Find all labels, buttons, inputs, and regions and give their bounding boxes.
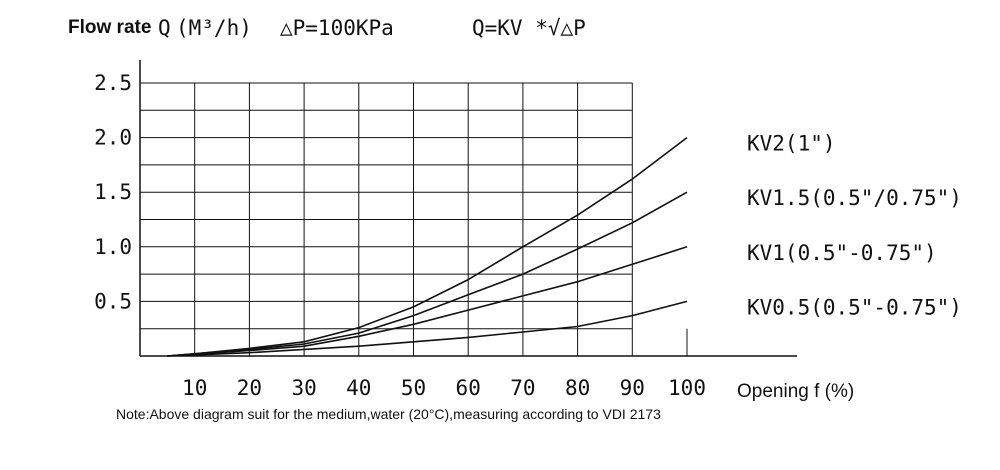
series-label-4: KV0.5(0.5"-0.75") <box>747 295 962 319</box>
x-tick-label: 10 <box>182 376 207 400</box>
x-tick-label: 100 <box>668 376 706 400</box>
y-tick-label: 1.0 <box>94 235 132 259</box>
series-line-4 <box>167 300 688 357</box>
x-axis-title: Opening f (%) <box>737 381 854 402</box>
x-tick-label: 80 <box>565 376 590 400</box>
chart-series <box>167 136 688 357</box>
series-label-2: KV1.5(0.5"/0.75") <box>747 186 962 210</box>
x-tick-label: 20 <box>237 376 262 400</box>
series-label-3: KV1(0.5"-0.75") <box>747 241 937 265</box>
pressure-condition: △P=100KPa <box>280 16 394 40</box>
y-tick-label: 0.5 <box>94 289 132 313</box>
footnote: Note:Above diagram suit for the medium,w… <box>116 406 661 422</box>
flow-formula: Q=KV *√△P <box>472 16 586 40</box>
series-line-2 <box>167 191 688 357</box>
y-tick-label: 2.5 <box>94 71 132 95</box>
chart-grid <box>140 82 688 356</box>
x-tick-label: 50 <box>401 376 426 400</box>
y-axis-quantity: Q <box>158 16 171 40</box>
y-axis-unit: (M³/h) <box>176 16 252 40</box>
series-label-1: KV2(1") <box>747 132 836 156</box>
y-tick-label: 1.5 <box>94 180 132 204</box>
y-axis-title: Flow rate <box>68 17 152 38</box>
x-tick-label: 70 <box>510 376 535 400</box>
y-tick-label: 2.0 <box>94 126 132 150</box>
chart-axes <box>139 60 797 357</box>
x-tick-label: 30 <box>291 376 316 400</box>
x-tick-label: 90 <box>620 376 645 400</box>
x-tick-label: 40 <box>346 376 371 400</box>
x-tick-label: 60 <box>456 376 481 400</box>
series-line-3 <box>167 246 688 357</box>
chart-labels: 0.5 1.0 1.5 2.0 2.5 10 20 30 40 50 60 70 80 90 100 Open… <box>94 71 962 402</box>
